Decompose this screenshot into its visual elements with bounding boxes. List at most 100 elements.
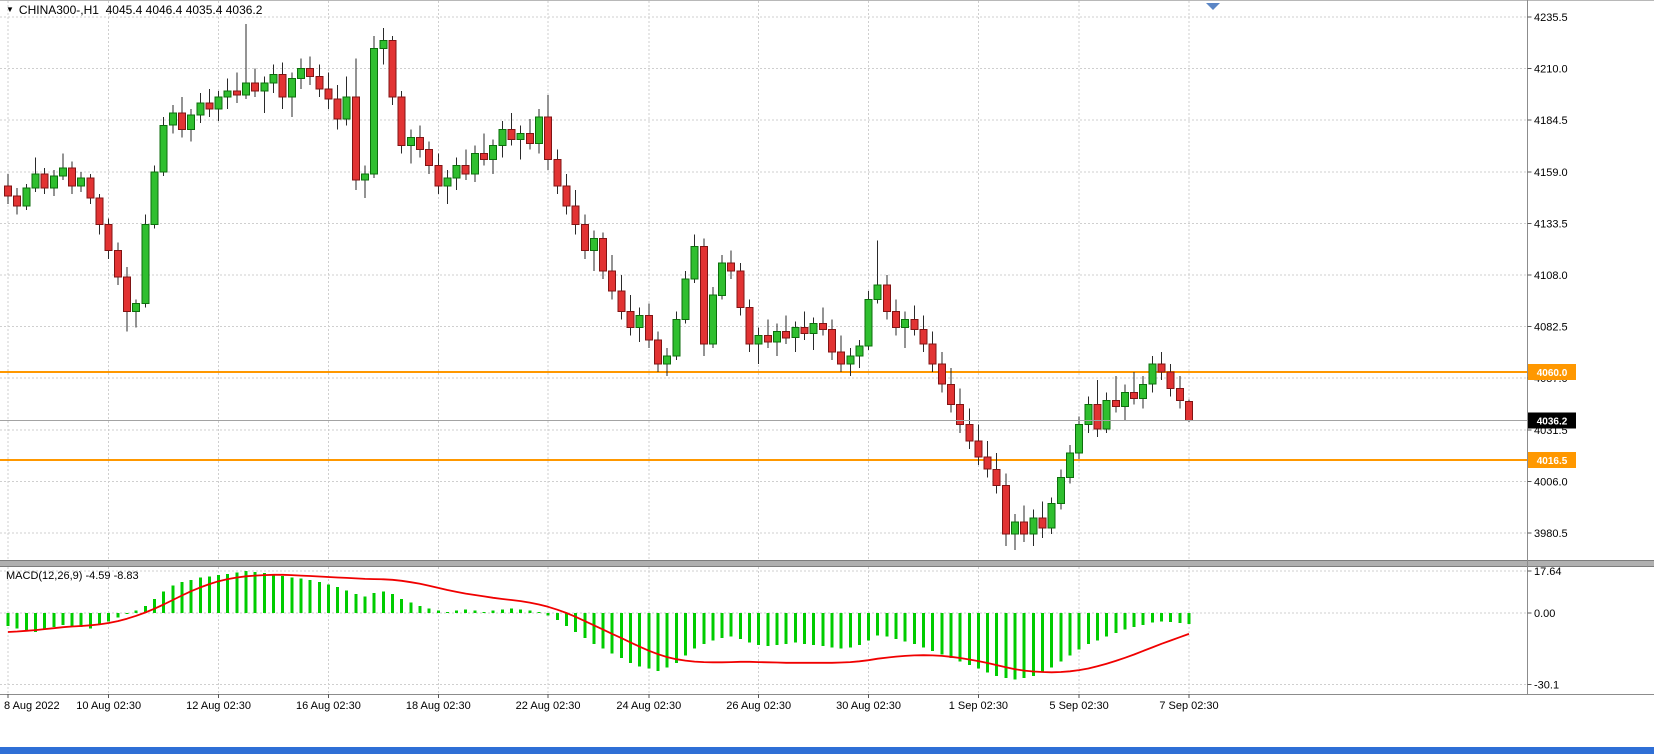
macd-histogram-bar [381,591,385,613]
macd-histogram-bar [464,609,468,613]
chart-shift-marker-icon[interactable] [1206,3,1220,10]
macd-histogram-bar [729,613,733,637]
bearish-candle [95,197,104,225]
time-tick-label: 12 Aug 02:30 [186,700,251,712]
bullish-candle [58,167,67,177]
bearish-candle [1093,404,1102,430]
macd-histogram-bar [436,610,440,613]
time-axis[interactable]: 8 Aug 2022 10 Aug 02:30 12 Aug 02:30 16 Aug… [4,694,1219,712]
bearish-candle [727,262,736,272]
bullish-candle [150,171,159,225]
bearish-candle [13,195,22,207]
macd-histogram-bar [1077,613,1081,650]
bearish-candle [965,424,974,442]
bearish-candle [608,270,617,292]
bearish-candle [86,177,95,199]
bearish-candle [736,270,745,308]
bullish-candle [141,223,150,304]
bearish-candle [763,335,772,343]
macd-histogram-bar [299,578,303,613]
bullish-candle [690,246,699,280]
price-tick-label: 4159.0 [1534,167,1568,179]
symbol-ohlc-label: CHINA300-,H1 4045.4 4046.4 4035.4 4036.2 [18,3,263,17]
macd-histogram-bar [116,613,120,618]
macd-histogram-bar [491,610,495,613]
bearish-candle [1175,387,1184,401]
macd-histogram-bar [565,613,568,626]
bullish-candle [1047,503,1056,529]
candlesticks [4,24,1193,551]
bearish-candle [507,128,516,140]
price-tick-label: 4006.0 [1534,476,1568,488]
bearish-candle [562,185,571,207]
price-tick-label: 3980.5 [1534,528,1568,540]
macd-histogram-bar [24,613,28,631]
macd-histogram-bar [445,611,449,613]
macd-histogram-bar [702,613,706,644]
bearish-candle [1020,521,1029,535]
macd-histogram-bar [592,613,596,644]
macd-histogram-bar [418,605,422,613]
pane-splitter[interactable] [0,560,1654,567]
bearish-candle [113,250,122,278]
time-tick-label: 7 Sep 02:30 [1159,700,1218,712]
macd-histogram-bar [528,610,532,613]
macd-histogram-bar [336,586,340,613]
macd-histogram-bar [1150,613,1154,623]
price-tick-label: 4235.5 [1534,12,1568,24]
macd-histogram-bar [262,573,266,613]
macd-histogram-bar [1095,613,1099,641]
macd-histogram-bar [345,590,349,613]
macd-histogram-bar [1178,613,1182,623]
macd-histogram-bar [1169,613,1173,622]
bearish-candle [251,82,260,92]
macd-histogram-bar [308,579,312,613]
macd-histogram-bar [1187,613,1191,624]
bearish-candle [910,319,919,331]
macd-histogram [6,571,1191,680]
bullish-candle [754,335,763,345]
dropdown-arrow-icon[interactable]: ▼ [6,5,14,14]
bearish-candle [919,329,928,345]
macd-histogram-bar [1022,613,1026,679]
macd-histogram-bar [409,602,413,613]
macd-histogram-bar [857,613,861,645]
macd-histogram-bar [1132,613,1136,628]
bullish-candle [269,74,278,84]
current-price-label [1528,412,1576,429]
bearish-candle [782,331,791,339]
bearish-candle [644,315,653,341]
macd-histogram-bar [931,613,935,651]
time-tick-label: 18 Aug 02:30 [406,700,471,712]
bearish-candle [388,39,397,98]
macd-histogram-bar [6,613,10,626]
bearish-candle [937,363,946,385]
price-axis[interactable]: 4235.5 4210.0 4184.5 4159.0 4133.5 4108.0 4082… [1527,12,1577,691]
macd-histogram-bar [619,613,623,658]
macd-histogram-bar [500,609,504,613]
bullish-candle [132,302,141,312]
bullish-candle [287,78,296,98]
macd-histogram-bar [70,613,74,626]
bearish-candle [626,310,635,329]
bullish-candle [22,187,31,207]
macd-histogram-bar [235,572,239,613]
macd-histogram-bar [867,613,871,641]
macd-histogram-bar [43,613,47,630]
horizontal-level-lines[interactable] [0,371,1528,462]
macd-histogram-bar [180,582,184,613]
macd-histogram-bar [427,608,431,613]
price-tick-label: 4133.5 [1534,218,1568,230]
macd-histogram-bar [720,613,724,638]
macd-tick-label: 17.64 [1534,566,1562,578]
bearish-candle [68,167,77,187]
macd-histogram-bar [976,613,980,669]
bullish-candle [672,319,681,357]
time-tick-label: 24 Aug 02:30 [616,700,681,712]
price-tick-label: 4184.5 [1534,115,1568,127]
bearish-candle [882,284,891,312]
bearish-candle [827,329,836,353]
bullish-candle [1120,391,1129,408]
macd-histogram-bar [665,613,669,668]
